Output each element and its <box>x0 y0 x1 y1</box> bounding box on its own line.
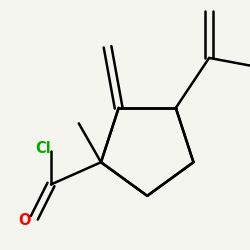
Text: Cl: Cl <box>35 141 50 156</box>
Text: O: O <box>18 213 31 228</box>
